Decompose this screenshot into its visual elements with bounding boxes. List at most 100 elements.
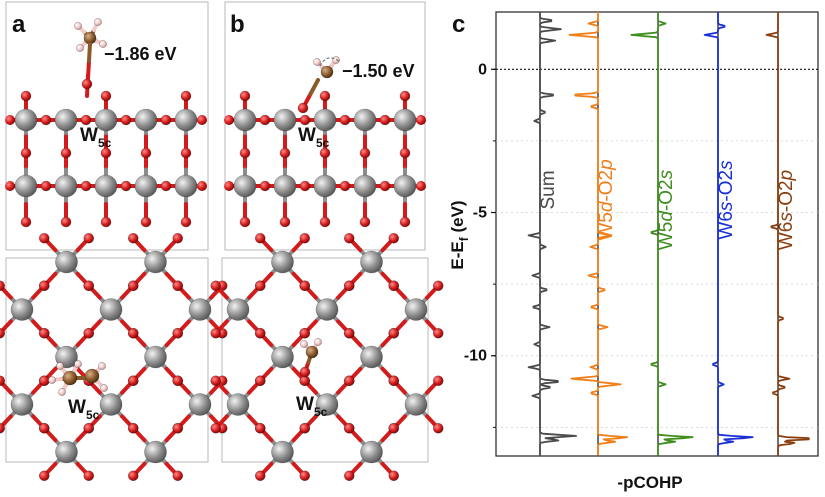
tungsten-atom [144, 345, 167, 369]
oxygen-atom [127, 327, 139, 339]
oxygen-atom [100, 216, 112, 228]
chart-gridlines [496, 68, 818, 428]
oxygen-atom [254, 422, 266, 434]
oxygen-atom [40, 114, 52, 126]
oxygen-atom [83, 280, 95, 292]
oxygen-atom [127, 422, 139, 434]
panel-a-top-site-label: W5c [68, 397, 100, 422]
trace-label-w6s_o2p: W6s-O2p [776, 170, 797, 250]
panel-b-adsorption-energy: −1.50 eV [342, 61, 415, 81]
hydrogen-atom [99, 40, 107, 48]
oxygen-atom [160, 180, 172, 192]
oxygen-atom [319, 216, 331, 228]
tungsten-atom [353, 174, 377, 198]
oxygen-atom [81, 78, 93, 90]
tungsten-atom [360, 250, 383, 274]
oxygen-atom [0, 422, 6, 434]
oxygen-atom [127, 280, 139, 292]
tungsten-atom [271, 250, 294, 274]
tungsten-atom [54, 108, 78, 132]
oxygen-atom [379, 114, 391, 126]
oxygen-atom [100, 90, 112, 102]
oxygen-atom [416, 181, 426, 191]
oxygen-atom [60, 216, 72, 228]
hydrogen-atom [76, 44, 84, 52]
panel-a-side-view [5, 90, 207, 228]
tungsten-atom [144, 440, 167, 464]
carbon-atom [305, 345, 319, 359]
panel-a-adsorbate-side [74, 18, 107, 98]
oxygen-atom [172, 422, 184, 434]
oxygen-atom [224, 115, 234, 125]
oxygen-atom [379, 180, 391, 192]
hydrogen-atom [94, 18, 102, 26]
oxygen-atom [180, 216, 192, 228]
trace-w6s_o2p [765, 12, 810, 456]
tungsten-atom [99, 393, 123, 416]
oxygen-atom [259, 114, 271, 126]
oxygen-atom [343, 232, 355, 244]
oxygen-atom [40, 180, 52, 192]
trace-w6s_o2s [703, 12, 754, 456]
hydrogen-atom [313, 58, 321, 66]
y-tick-label: 0 [478, 61, 487, 78]
oxygen-atom [343, 327, 355, 339]
oxygen-atom [172, 232, 184, 244]
oxygen-atom [172, 375, 184, 387]
carbon-atom [320, 65, 334, 79]
panel-b-top-site-label: W5c [296, 394, 328, 419]
oxygen-atom [388, 375, 400, 387]
oxygen-atom [120, 114, 132, 126]
oxygen-atom [172, 470, 184, 482]
tungsten-atom [393, 174, 417, 198]
oxygen-atom [140, 147, 152, 159]
oxygen-atom [127, 232, 139, 244]
tungsten-atom [94, 108, 118, 132]
trace-w5d_o2s [630, 12, 694, 456]
hydrogen-atom [56, 362, 64, 370]
oxygen-atom [359, 147, 371, 159]
tungsten-atom [404, 393, 428, 416]
tungsten-atom [226, 298, 250, 321]
oxygen-atom [224, 181, 234, 191]
oxygen-atom [388, 470, 400, 482]
oxygen-atom [254, 470, 266, 482]
oxygen-atom [432, 422, 444, 434]
tungsten-atom [134, 108, 158, 132]
panel-a-adsorption-energy: −1.86 eV [104, 44, 177, 64]
oxygen-atom [343, 280, 355, 292]
tungsten-atom [360, 440, 383, 464]
hydrogen-atom [332, 56, 340, 64]
oxygen-atom [20, 90, 32, 102]
oxygen-atom [197, 181, 207, 191]
tungsten-atom [188, 298, 212, 321]
oxygen-atom [239, 147, 251, 159]
panel-a-adsorbate-top [48, 360, 108, 396]
chart-traces [527, 12, 810, 456]
oxygen-atom [279, 216, 291, 228]
tungsten-atom [315, 393, 339, 416]
oxygen-atom [299, 422, 311, 434]
oxygen-atom [432, 375, 444, 387]
tungsten-atom [360, 345, 383, 369]
carbon-atom [84, 368, 100, 384]
chart-y-axis-title: E-Ef (eV) [448, 200, 471, 269]
tungsten-atom [273, 108, 297, 132]
hydrogen-atom [98, 362, 106, 370]
hydrogen-atom [58, 388, 66, 396]
hydrogen-atom [300, 340, 308, 348]
oxygen-atom [172, 327, 184, 339]
oxygen-atom [38, 375, 50, 387]
oxygen-atom [38, 470, 50, 482]
oxygen-atom [254, 232, 266, 244]
tungsten-atom [315, 298, 339, 321]
panel-b-side-site-label: W5c [298, 125, 330, 150]
tungsten-atom [233, 108, 257, 132]
tungsten-atom [313, 174, 337, 198]
panel-a-top-frame [5, 257, 209, 463]
carbon-atom [62, 370, 78, 386]
oxygen-atom [80, 180, 92, 192]
oxygen-atom [343, 470, 355, 482]
oxygen-atom [127, 375, 139, 387]
dashed-arc [319, 57, 341, 67]
